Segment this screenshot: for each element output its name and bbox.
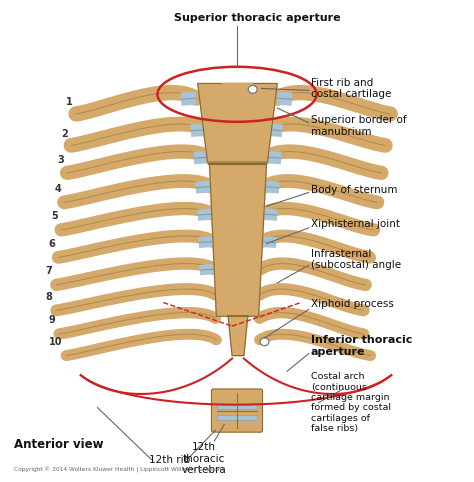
Polygon shape — [210, 164, 266, 316]
Ellipse shape — [260, 338, 269, 346]
Text: 8: 8 — [46, 292, 52, 302]
Text: Body of sternum: Body of sternum — [310, 185, 397, 195]
Text: Costal arch
(continuous
cartilage margin
formed by costal
cartilages of
false ri: Costal arch (continuous cartilage margin… — [310, 372, 391, 433]
Text: Superior thoracic aperture: Superior thoracic aperture — [174, 13, 341, 23]
Polygon shape — [228, 316, 248, 356]
Polygon shape — [222, 83, 253, 92]
Bar — [218, 415, 256, 420]
Text: 3: 3 — [57, 155, 64, 165]
Text: Xiphisternal joint: Xiphisternal joint — [310, 219, 400, 229]
Text: 7: 7 — [46, 266, 52, 276]
Text: Xiphoid process: Xiphoid process — [310, 299, 393, 309]
Text: 6: 6 — [48, 239, 55, 249]
Text: 10: 10 — [49, 337, 62, 347]
Text: 1: 1 — [66, 97, 73, 107]
Text: Anterior view: Anterior view — [14, 439, 103, 452]
Text: 12th rib: 12th rib — [149, 455, 190, 465]
Text: 12th
thoracic
vertebra: 12th thoracic vertebra — [181, 442, 226, 475]
Text: Inferior thoracic
aperture: Inferior thoracic aperture — [310, 335, 412, 357]
Text: First rib and
costal cartilage: First rib and costal cartilage — [310, 78, 391, 99]
Text: Infrasternal
(subcostal) angle: Infrasternal (subcostal) angle — [310, 249, 401, 270]
Text: 9: 9 — [48, 315, 55, 325]
Polygon shape — [198, 83, 277, 162]
Text: Superior border of
manubrium: Superior border of manubrium — [310, 115, 406, 136]
Text: 5: 5 — [52, 211, 58, 221]
Text: 2: 2 — [61, 129, 68, 139]
Ellipse shape — [248, 85, 257, 94]
FancyBboxPatch shape — [211, 389, 263, 432]
Bar — [218, 403, 256, 409]
Text: Copyright © 2014 Wolters Kluwer Health | Lippincott Williams & Wilkins: Copyright © 2014 Wolters Kluwer Health |… — [14, 467, 225, 472]
Text: 4: 4 — [55, 184, 61, 194]
